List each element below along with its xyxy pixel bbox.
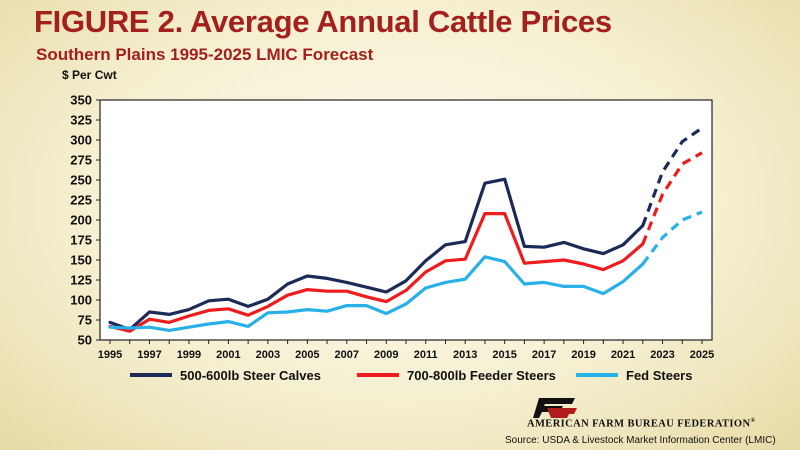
farm-bureau-logo-icon [533, 398, 577, 418]
x-tick-label: 2001 [216, 349, 240, 361]
y-tick-label: 200 [70, 213, 92, 228]
x-tick-label: 2025 [690, 349, 714, 361]
y-tick-label: 350 [70, 93, 92, 108]
y-tick-label: 100 [70, 293, 92, 308]
x-tick-label: 2003 [256, 349, 280, 361]
legend-label-steer-calves: 500-600lb Steer Calves [180, 367, 321, 383]
y-tick-label: 150 [70, 253, 92, 268]
legend-swatch-feeder-steers [357, 373, 399, 377]
y-axis-label: $ Per Cwt [62, 68, 117, 82]
x-tick-label: 2021 [611, 349, 635, 361]
x-tick-label: 2009 [374, 349, 398, 361]
x-tick-label: 2023 [650, 349, 674, 361]
chart-subtitle: Southern Plains 1995-2025 LMIC Forecast [36, 45, 374, 64]
series-line-0 [108, 177, 645, 332]
y-tick-label: 175 [70, 233, 92, 248]
series-forecast-line-2 [641, 210, 703, 265]
legend-swatch-fed-steers [576, 373, 618, 377]
y-tick-label: 125 [70, 273, 92, 288]
x-tick-label: 2013 [453, 349, 477, 361]
y-tick-label: 75 [78, 313, 92, 328]
x-tick-label: 2011 [414, 349, 438, 361]
legend-item-feeder-steers: 700-800lb Feeder Steers [357, 366, 556, 384]
source-note: Source: USDA & Livestock Market Informat… [505, 435, 776, 446]
x-tick-label: 1995 [98, 349, 122, 361]
x-tick-label: 1999 [177, 349, 201, 361]
x-axis: 1995 1997 1999 2001 2003 2005 2007 2009 2011 2013… [98, 340, 714, 361]
organization-name: AMERICAN FARM BUREAU FEDERATION® [527, 418, 756, 430]
x-tick-label: 1997 [137, 349, 161, 361]
series-line-1 [108, 212, 645, 333]
x-tick-label: 2019 [571, 349, 595, 361]
x-tick-label: 2017 [532, 349, 556, 361]
series-line-2 [108, 255, 645, 332]
legend-item-fed-steers: Fed Steers [576, 366, 692, 384]
y-tick-label: 225 [70, 193, 92, 208]
y-axis: 50 75 100 125 150 175 200 225 250 275 300 325 350 [70, 93, 100, 348]
x-tick-label: 2015 [492, 349, 516, 361]
x-tick-label: 2007 [335, 349, 359, 361]
chart-title: FIGURE 2. Average Annual Cattle Prices [34, 4, 612, 39]
y-tick-label: 275 [70, 153, 92, 168]
legend-swatch-steer-calves [130, 373, 172, 377]
y-tick-label: 250 [70, 173, 92, 188]
legend-label-fed-steers: Fed Steers [626, 367, 693, 383]
y-tick-label: 325 [70, 113, 92, 128]
y-tick-label: 50 [78, 333, 92, 348]
plot-area [99, 99, 713, 341]
legend-label-feeder-steers: 700-800lb Feeder Steers [407, 367, 556, 383]
x-tick-label: 2005 [295, 349, 319, 361]
legend-item-steer-calves: 500-600lb Steer Calves [130, 366, 321, 384]
series-layer [108, 126, 703, 333]
series-forecast-line-0 [641, 126, 703, 227]
y-tick-label: 300 [70, 133, 92, 148]
